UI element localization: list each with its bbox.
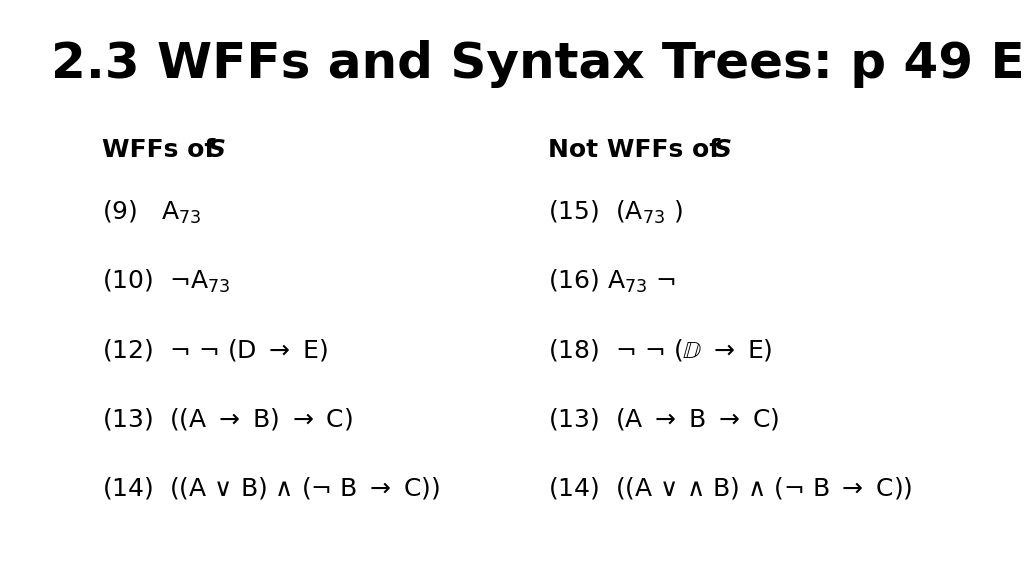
Text: Not WFFs of: Not WFFs of <box>548 138 729 162</box>
Text: (12)  $\neg$ $\neg$ (D $\rightarrow$ E): (12) $\neg$ $\neg$ (D $\rightarrow$ E) <box>102 337 329 363</box>
Text: (16) A$_{73}$ $\neg$: (16) A$_{73}$ $\neg$ <box>548 268 676 295</box>
Text: (14)  ((A $\vee$ $\wedge$ B) $\wedge$ ($\neg$ B $\rightarrow$ C)): (14) ((A $\vee$ $\wedge$ B) $\wedge$ ($\… <box>548 475 912 501</box>
Text: (15)  (A$_{73}$ ): (15) (A$_{73}$ ) <box>548 199 683 226</box>
Text: WFFs of: WFFs of <box>102 138 224 162</box>
Text: (14)  ((A $\vee$ B) $\wedge$ ($\neg$ B $\rightarrow$ C)): (14) ((A $\vee$ B) $\wedge$ ($\neg$ B $\… <box>102 475 440 501</box>
Text: 2.3 WFFs and Syntax Trees: p 49 Examples: 2.3 WFFs and Syntax Trees: p 49 Examples <box>51 40 1024 88</box>
Text: (10)  $\neg$A$_{73}$: (10) $\neg$A$_{73}$ <box>102 268 230 295</box>
Text: (13)  ((A $\rightarrow$ B) $\rightarrow$ C): (13) ((A $\rightarrow$ B) $\rightarrow$ … <box>102 406 353 432</box>
Text: (13)  (A $\rightarrow$ B $\rightarrow$ C): (13) (A $\rightarrow$ B $\rightarrow$ C) <box>548 406 779 432</box>
Text: (9)   A$_{73}$: (9) A$_{73}$ <box>102 199 202 226</box>
Text: S: S <box>208 138 226 162</box>
Text: S: S <box>714 138 732 162</box>
Text: (18)  $\neg$ $\neg$ ($\mathbb{D}$ $\rightarrow$ E): (18) $\neg$ $\neg$ ($\mathbb{D}$ $\right… <box>548 337 772 363</box>
